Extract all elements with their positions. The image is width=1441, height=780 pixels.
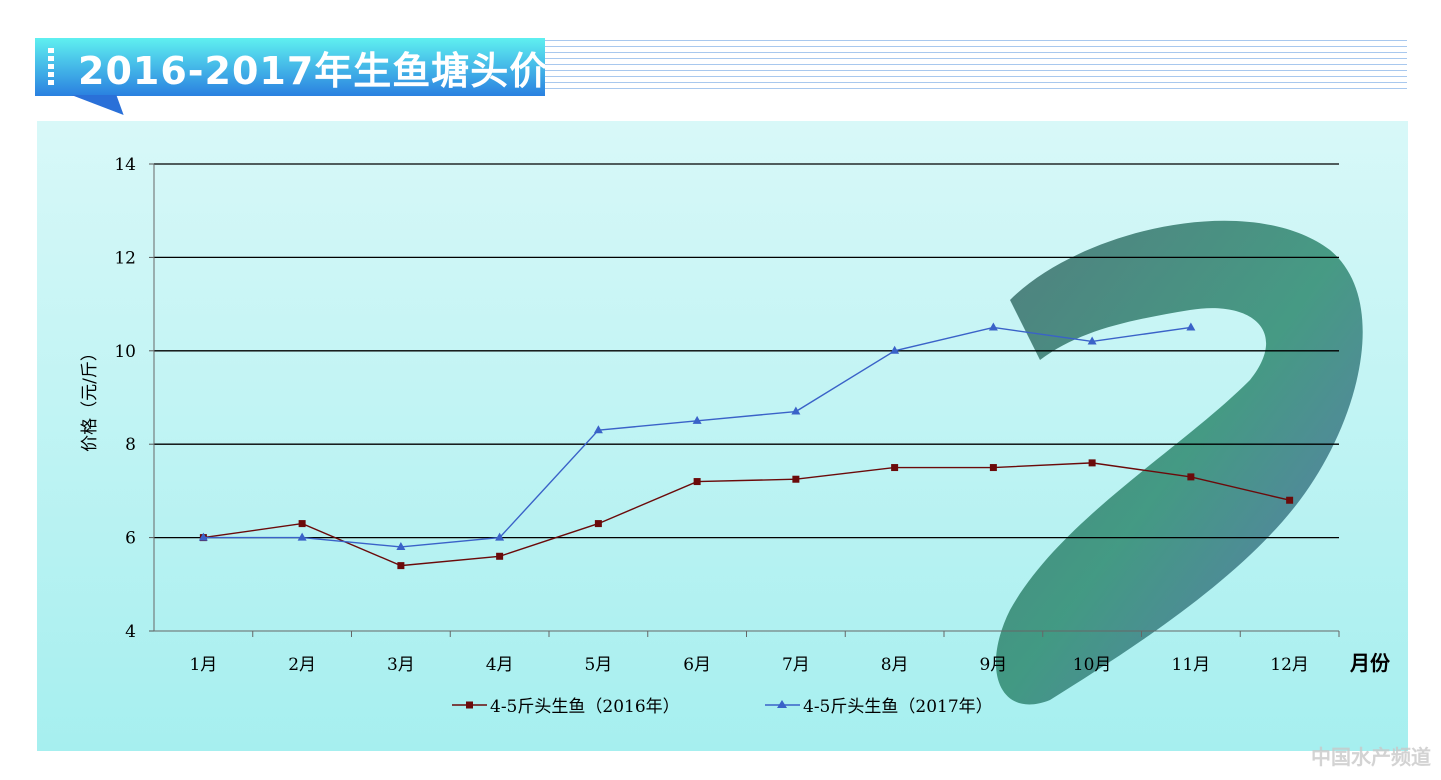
data-point [692,415,702,424]
data-point [1286,496,1294,504]
data-point [1087,336,1097,345]
x-tick-label: 9月 [979,655,1007,675]
data-point [890,345,900,354]
banner-dots [48,48,54,88]
x-tick-label: 10月 [1073,655,1112,675]
y-tick-label: 4 [125,622,136,642]
data-point [297,532,307,541]
data-point [989,464,997,472]
x-axis-label: 月份 [1349,651,1391,675]
x-tick-label: 5月 [584,655,612,675]
y-tick-label: 10 [114,342,136,362]
data-point [397,562,405,570]
data-point [988,322,998,331]
legend-label: 4-5斤头生鱼（2016年） [490,697,680,717]
data-point [693,478,701,486]
data-point [1186,322,1196,331]
y-axis-label: 价格（元/斤） [80,344,100,452]
decorative-stripes [545,40,1407,92]
watermark-logo: 中国水产频道 [1311,745,1431,769]
data-point [1187,473,1195,481]
page-title: 2016-2017年生鱼塘头价 [78,49,549,93]
legend-marker [777,700,787,708]
data-point [1088,459,1096,467]
data-point [593,425,603,434]
title-banner [35,38,545,96]
data-point [791,406,801,415]
data-point [298,520,306,528]
data-point [792,475,800,483]
fish-illustration [995,220,1363,705]
data-point [198,532,208,541]
x-tick-label: 2月 [288,655,316,675]
x-tick-label: 11月 [1172,655,1211,675]
data-point [594,520,602,528]
y-tick-label: 12 [114,248,136,268]
data-point [396,541,406,550]
y-tick-label: 6 [125,529,136,549]
legend-label: 4-5斤头生鱼（2017年） [803,697,993,717]
data-point [496,552,504,560]
x-tick-label: 4月 [486,655,514,675]
legend-marker [466,701,473,709]
y-tick-label: 8 [125,435,136,455]
x-tick-label: 8月 [881,655,909,675]
series-line [203,462,1290,567]
data-point [891,464,899,472]
x-tick-label: 1月 [189,655,217,675]
x-tick-label: 7月 [782,655,810,675]
series-line [203,326,1191,548]
x-tick-label: 3月 [387,655,415,675]
data-point [495,532,505,541]
x-tick-label: 6月 [683,655,711,675]
y-tick-label: 14 [114,155,136,175]
x-tick-label: 12月 [1270,655,1309,675]
